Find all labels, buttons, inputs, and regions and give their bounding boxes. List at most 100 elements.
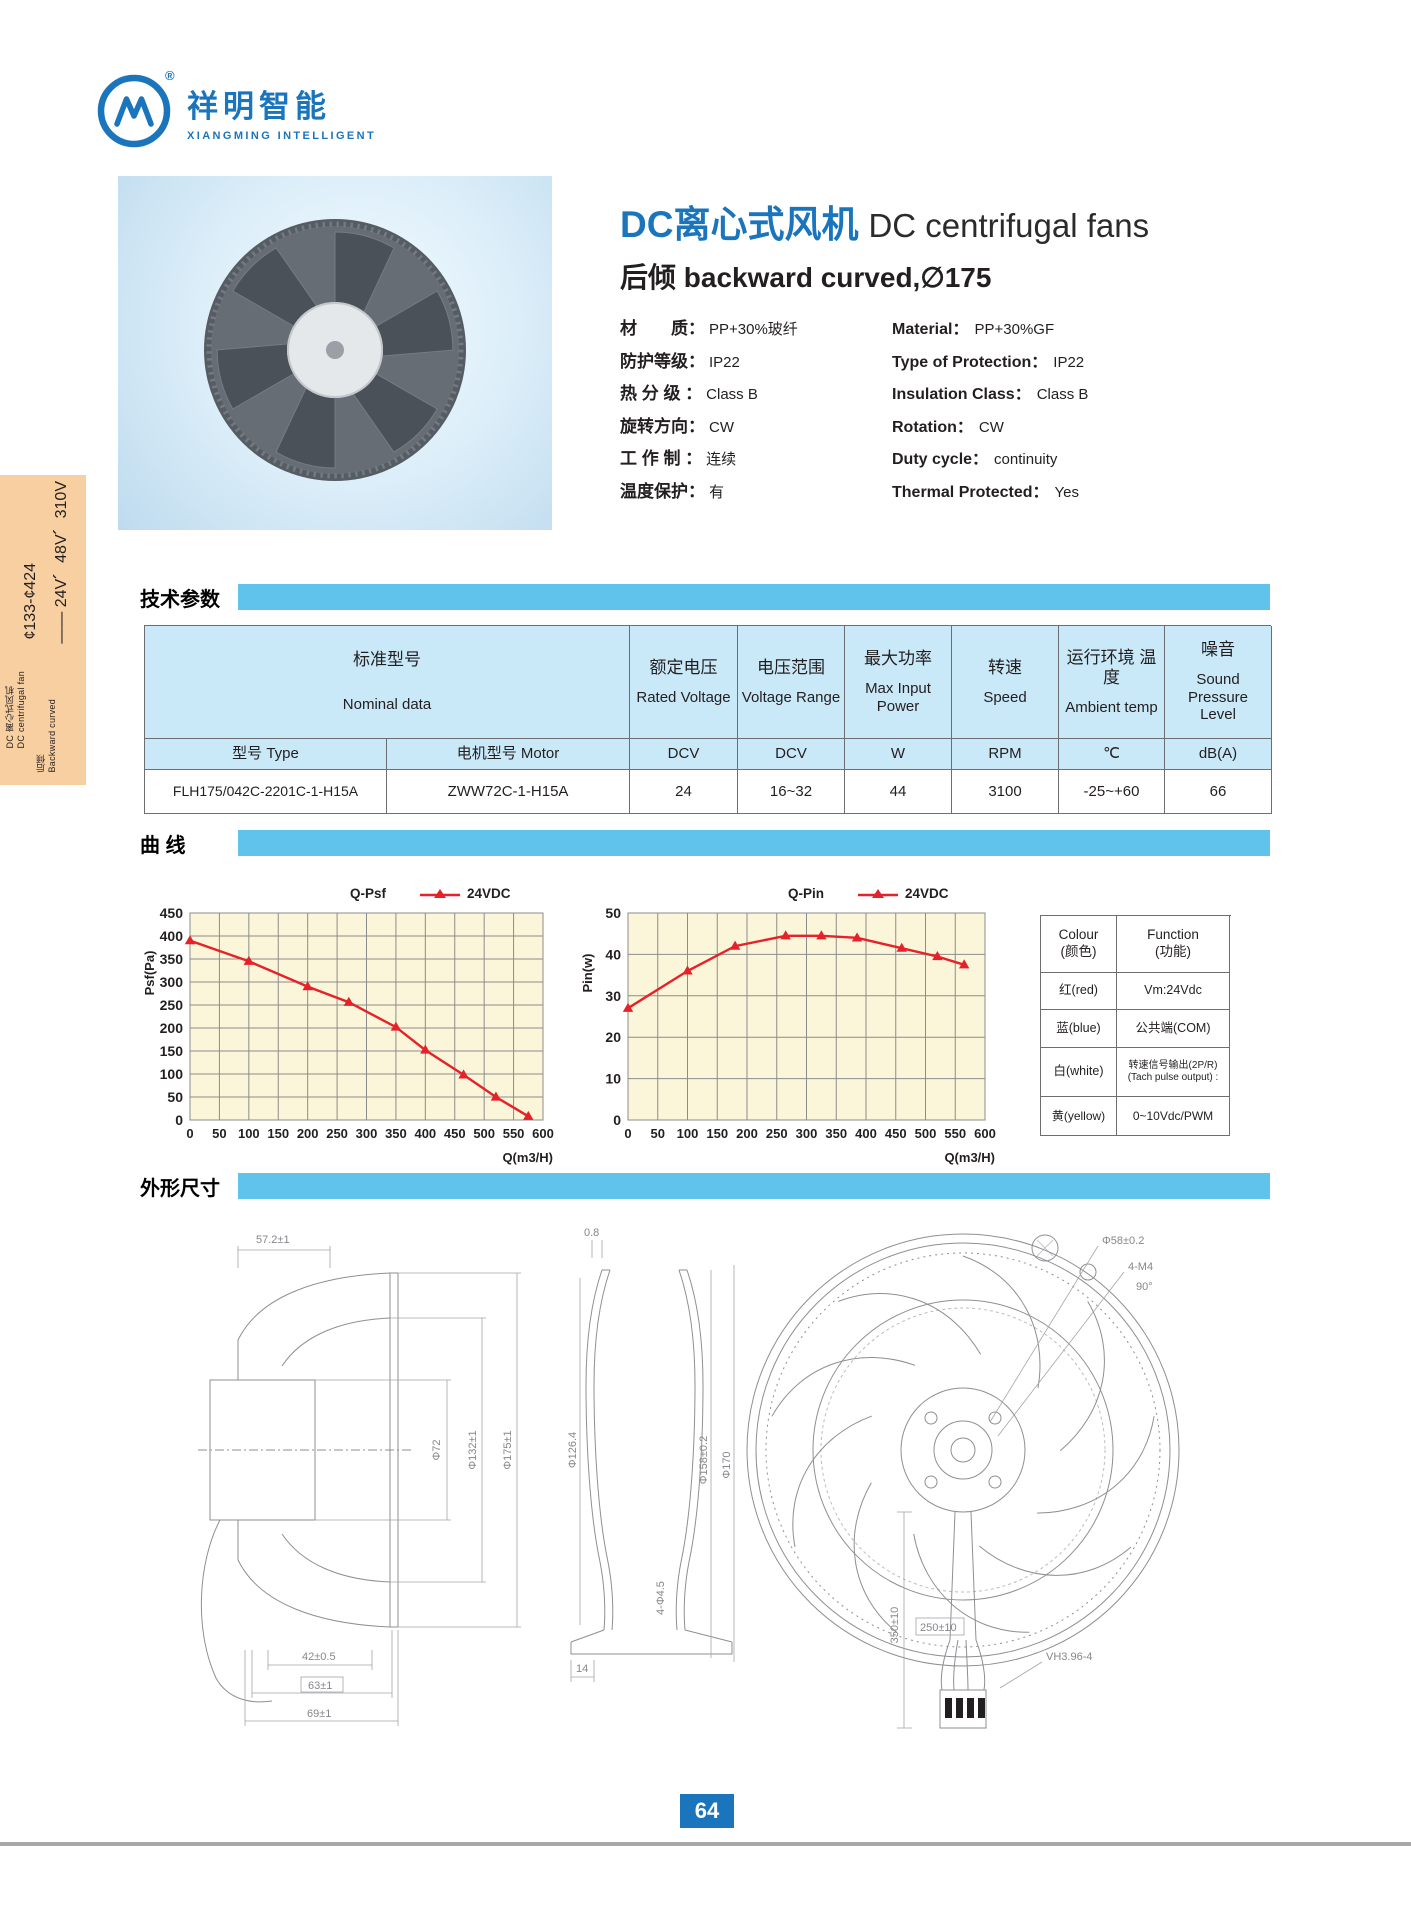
- side-tab-product: DC 离心式风机 DC centrifugal fan: [3, 671, 26, 748]
- header-en: Ambient temp: [1065, 698, 1158, 716]
- svg-text:600: 600: [532, 1126, 554, 1141]
- svg-text:450: 450: [885, 1126, 907, 1141]
- svg-text:300: 300: [796, 1126, 818, 1141]
- svg-text:150: 150: [267, 1126, 289, 1141]
- dim-depth-label: 57.2±1: [256, 1234, 290, 1246]
- colour-cn: (颜色): [1060, 944, 1097, 959]
- svg-text:400: 400: [160, 928, 184, 944]
- spec-label-cn: 工 作 制 ：: [620, 449, 703, 468]
- spec-label-en: Insulation Class：: [892, 386, 1031, 403]
- svg-text:250: 250: [326, 1126, 348, 1141]
- svg-text:100: 100: [160, 1066, 184, 1082]
- svg-text:150: 150: [706, 1126, 728, 1141]
- table-subheader-type: 型号 Type: [145, 739, 387, 770]
- wire-yellow-label: 黄(yellow): [1041, 1097, 1117, 1136]
- spec-value-en: CW: [978, 418, 1004, 436]
- svg-text:20: 20: [605, 1029, 621, 1045]
- dim-phi175-label: Φ175±1: [502, 1430, 514, 1469]
- front-view-dim-lines: [897, 1245, 1125, 1729]
- dim-14-label: 14: [576, 1663, 588, 1675]
- product-photo: [118, 176, 552, 530]
- header-cn: 额定电压: [649, 657, 718, 677]
- title-en: DC centrifugal fans: [868, 207, 1150, 244]
- dim-phi170-label: Φ170: [721, 1451, 733, 1478]
- spec-value-cn: 连续: [706, 451, 737, 468]
- svg-text:250: 250: [766, 1126, 788, 1141]
- front-view-outline: [746, 1233, 1180, 1729]
- spec-label-en: Material：: [892, 321, 969, 338]
- colour-en: Colour: [1058, 927, 1099, 943]
- header-cn: 标准型号: [353, 650, 421, 670]
- dim-4m4-label: 4-M4: [1128, 1261, 1153, 1273]
- dim-holes-label: 4-Φ4.5: [655, 1581, 667, 1615]
- dim-63-label: 63±1: [308, 1680, 332, 1692]
- svg-text:500: 500: [915, 1126, 937, 1141]
- spec-row-duty: 工 作 制 ：连续 Duty cycle： continuity: [620, 444, 1260, 477]
- spec-label-cn: 旋转方向：: [620, 416, 705, 436]
- spec-label-en: Thermal Protected：: [892, 483, 1049, 501]
- spec-value-en: IP22: [1053, 353, 1085, 371]
- svg-text:450: 450: [444, 1126, 466, 1141]
- side-tab-voltages: —— 24V、48V、310V: [53, 481, 70, 644]
- spec-value-en: PP+30%GF: [974, 321, 1055, 338]
- dim-connector-label: VH3.96-4: [1046, 1651, 1092, 1663]
- svg-text:300: 300: [356, 1126, 378, 1141]
- page-number: 64: [680, 1794, 734, 1828]
- legend-label: 24VDC: [467, 886, 511, 901]
- table-header-voltage-range: 电压范围 Voltage Range: [738, 626, 845, 739]
- svg-text:Q(m3/H): Q(m3/H): [944, 1150, 995, 1165]
- footer-rule: [0, 1842, 1411, 1846]
- section-title-curves: 曲 线: [140, 835, 186, 857]
- svg-text:600: 600: [974, 1126, 996, 1141]
- dimension-drawing: 57.2±1 Φ72 Φ132±1 Φ175±1 42±0.5 63±1 69±…: [198, 1227, 1180, 1729]
- side-view-dim-lines: [237, 1246, 521, 1726]
- header-en: Rated Voltage: [636, 688, 731, 706]
- header-cn: 运行环境 温度: [1066, 647, 1157, 687]
- section-bar-tech: [238, 584, 1270, 610]
- spec-label-cn: 热 分 级 ：: [620, 384, 703, 403]
- page-title: DC离心式风机 DC centrifugal fans: [620, 194, 1149, 248]
- wire-blue-label: 蓝(blue): [1041, 1010, 1117, 1048]
- spec-value-cn: 有: [709, 483, 725, 501]
- svg-text:Pin(w): Pin(w): [580, 954, 595, 993]
- table-cell-rated-voltage: 24: [630, 770, 738, 814]
- svg-text:250: 250: [160, 997, 184, 1013]
- wire-red-function: Vm:24Vdc: [1117, 973, 1230, 1010]
- table-header-rated-voltage: 额定电压 Rated Voltage: [630, 626, 738, 739]
- spec-label-cn: 防护等级：: [620, 351, 705, 371]
- ring-view-dim-lines: [570, 1240, 735, 1682]
- logo-text: 祥明智能 XIANGMING INTELLIGENT: [187, 81, 376, 142]
- svg-text:30: 30: [605, 988, 621, 1004]
- company-logo: ® 祥明智能 XIANGMING INTELLIGENT: [95, 68, 376, 150]
- chart1-header: Q-Psf 24VDC: [350, 886, 511, 901]
- svg-text:350: 350: [385, 1126, 407, 1141]
- spec-label-en: Rotation：: [892, 418, 973, 436]
- wire-header-function: Function (功能): [1117, 916, 1230, 973]
- chart2-legend: 24VDC: [858, 886, 949, 901]
- svg-text:450: 450: [160, 905, 184, 921]
- dim-phi126-label: Φ126.4: [567, 1432, 579, 1468]
- chart1-legend: 24VDC: [420, 886, 511, 901]
- wire-red-label: 红(red): [1041, 973, 1117, 1010]
- spec-label-cn: 材 质：: [620, 319, 705, 338]
- svg-text:10: 10: [605, 1071, 621, 1087]
- wire-colour-table: Colour (颜色) Function (功能) 红(red) Vm:24Vd…: [1040, 915, 1231, 1136]
- svg-text:100: 100: [238, 1126, 260, 1141]
- svg-text:200: 200: [736, 1126, 758, 1141]
- svg-text:500: 500: [473, 1126, 495, 1141]
- svg-text:50: 50: [167, 1089, 183, 1105]
- table-header-noise: 噪音 Sound Pressure Level: [1165, 626, 1272, 739]
- wire-white-label: 白(white): [1041, 1048, 1117, 1097]
- table-subheader-rpm: RPM: [952, 739, 1059, 770]
- q-psf-chart: 0 50 100 150 200 250 300 350 400 450 500 550 600 0 50 1…: [142, 905, 554, 1165]
- chart1-title: Q-Psf: [350, 886, 387, 901]
- spec-label-en: Duty cycle：: [892, 451, 989, 468]
- dim-phi158-label: Φ158±0.2: [698, 1436, 710, 1484]
- dim-phi132-label: Φ132±1: [467, 1430, 479, 1469]
- logo-name-en: XIANGMING INTELLIGENT: [187, 129, 377, 142]
- dim-phi58-label: Φ58±0.2: [1102, 1235, 1144, 1247]
- function-en: Function: [1147, 927, 1199, 943]
- svg-text:50: 50: [212, 1126, 226, 1141]
- svg-text:40: 40: [605, 946, 621, 962]
